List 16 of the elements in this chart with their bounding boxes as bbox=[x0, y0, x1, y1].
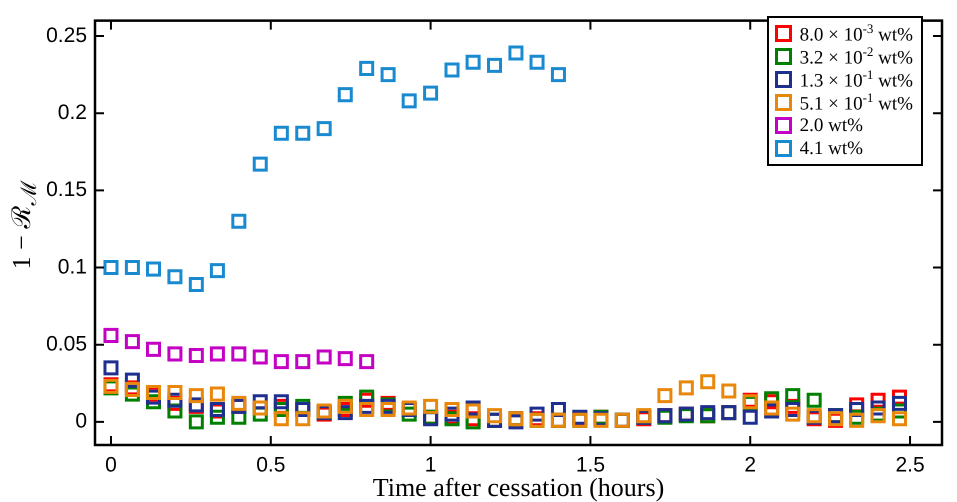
legend-label: 3.2 × 10$^{-2}$ wt% bbox=[800, 44, 913, 70]
y-tick-label: 0.15 bbox=[46, 178, 87, 202]
legend-label: 4.1 wt% bbox=[800, 138, 863, 160]
y-tick-label: 0.05 bbox=[46, 332, 87, 356]
y-tick-label: 0.1 bbox=[58, 255, 87, 278]
y-tick-label: 0.25 bbox=[46, 24, 87, 47]
legend-label: 2.0 wt% bbox=[800, 114, 863, 136]
x-tick-label: 2 bbox=[744, 453, 756, 476]
legend-label: 8.0 × 10$^{-3}$ wt% bbox=[800, 20, 913, 46]
x-tick-label: 0 bbox=[105, 453, 117, 476]
legend-label: 5.1 × 10$^{-1}$ wt% bbox=[800, 90, 913, 116]
legend-label: 1.3 × 10$^{-1}$ wt% bbox=[800, 66, 913, 92]
x-tick-label: 0.5 bbox=[256, 453, 286, 476]
y-tick-label: 0 bbox=[75, 410, 87, 433]
y-tick-label: 0.2 bbox=[58, 100, 87, 124]
x-tick-label: 2.5 bbox=[895, 453, 925, 476]
